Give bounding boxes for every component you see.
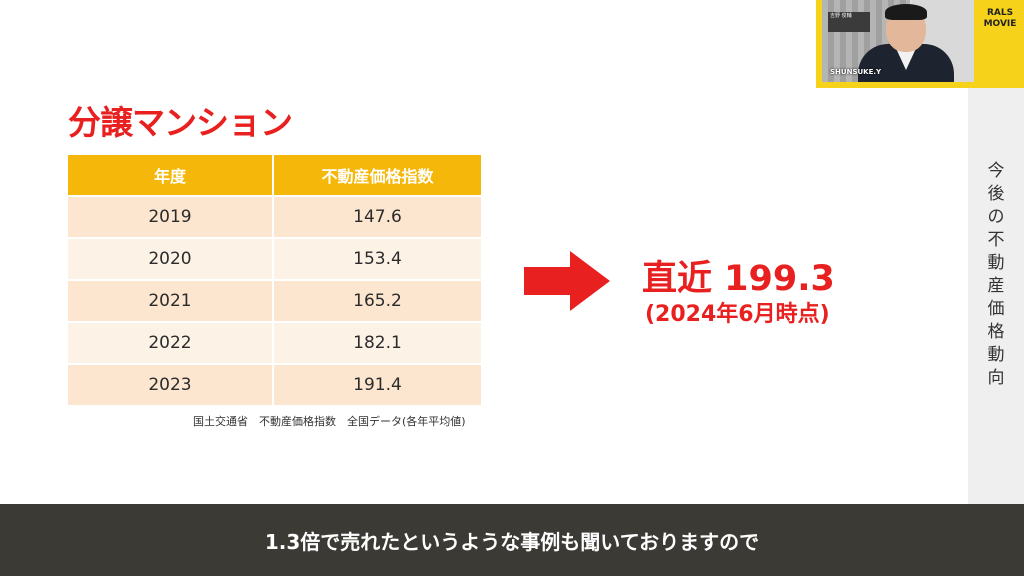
brand-line: RALS — [986, 8, 1014, 18]
side-panel: 今 後 の 不 動 産 価 格 動 向 — [968, 88, 1024, 504]
cell-year: 2021 — [68, 281, 274, 321]
table-header: 年度 不動産価格指数 — [68, 155, 481, 195]
cell-index: 153.4 — [353, 249, 402, 269]
latest-index-date: (2024年6月時点) — [645, 302, 830, 327]
side-char: 今 — [987, 161, 1005, 181]
speaker-video: 吉野 俊輔 SHUNSUKE.Y — [822, 0, 974, 82]
table-row: 2022 182.1 — [68, 323, 481, 363]
side-char: 向 — [987, 368, 1005, 388]
speaker-label: SHUNSUKE.Y — [830, 68, 882, 76]
cell-year: 2022 — [68, 323, 274, 363]
subtitle-text: 1.3倍で売れたというような事例も聞いておりますので — [264, 529, 760, 554]
side-char: 後 — [987, 184, 1005, 204]
table-row: 2023 191.4 — [68, 365, 481, 405]
cell-index: 147.6 — [353, 207, 402, 227]
side-char: 動 — [987, 345, 1005, 365]
brand-logo: RALS MOVIE — [980, 8, 1020, 30]
side-char: 不 — [987, 230, 1005, 250]
right-arrow-icon — [524, 251, 610, 311]
cell-index: 191.4 — [353, 375, 402, 395]
side-char: 格 — [987, 322, 1005, 342]
speaker-nameplate: 吉野 俊輔 — [828, 12, 870, 32]
cell-year: 2023 — [68, 365, 274, 405]
side-char: の — [987, 207, 1005, 227]
latest-index-value: 直近 199.3 — [642, 259, 835, 299]
slide-title: 分譲マンション — [68, 103, 293, 142]
side-char: 産 — [987, 276, 1005, 296]
cell-year: 2019 — [68, 197, 274, 237]
brand-line: MOVIE — [983, 19, 1017, 29]
table-row: 2020 153.4 — [68, 239, 481, 279]
table-row: 2019 147.6 — [68, 197, 481, 237]
cell-index: 165.2 — [353, 291, 402, 311]
column-header-index: 不動産価格指数 — [321, 167, 434, 186]
cell-year: 2020 — [68, 239, 274, 279]
speaker-camera-overlay: 吉野 俊輔 SHUNSUKE.Y RALS MOVIE — [816, 0, 1024, 88]
column-header-year: 年度 — [68, 155, 274, 195]
side-char: 価 — [987, 299, 1005, 319]
subtitle-bar: 1.3倍で売れたというような事例も聞いておりますので — [0, 504, 1024, 576]
side-vertical-title: 今 後 の 不 動 産 価 格 動 向 — [968, 160, 1024, 390]
data-source-note: 国土交通省 不動産価格指数 全国データ(各年平均値) — [193, 415, 466, 428]
side-char: 動 — [987, 253, 1005, 273]
price-index-table: 年度 不動産価格指数 2019 147.6 2020 153.4 2021 16… — [68, 155, 481, 405]
cell-index: 182.1 — [353, 333, 402, 353]
table-row: 2021 165.2 — [68, 281, 481, 321]
